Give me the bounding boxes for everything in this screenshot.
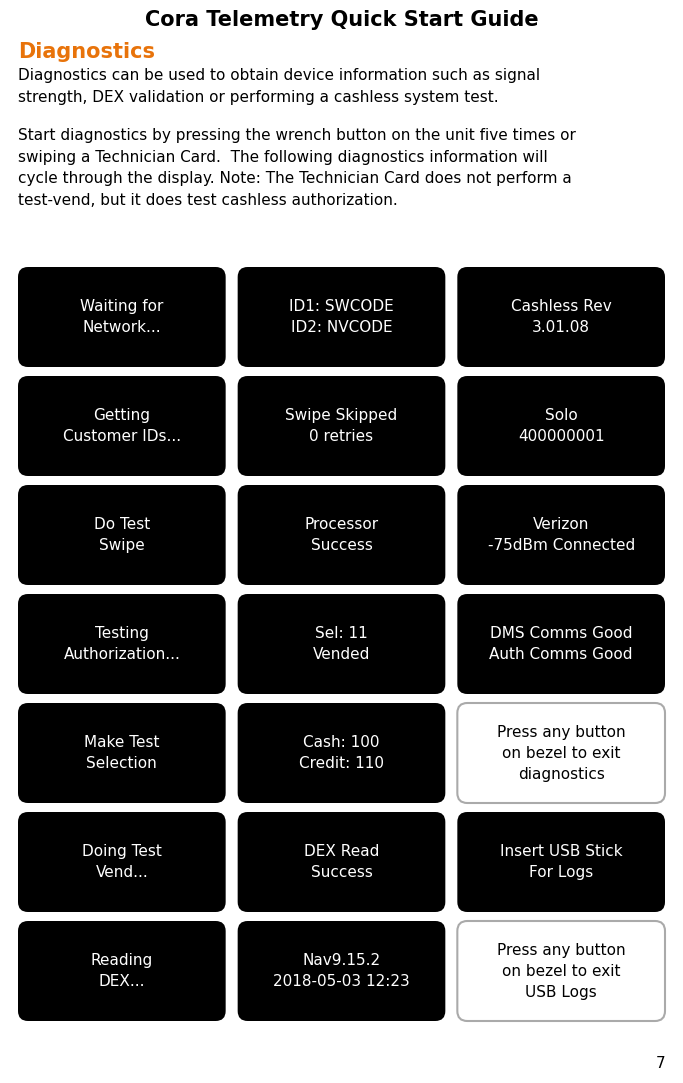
FancyBboxPatch shape [18,593,225,694]
FancyBboxPatch shape [238,485,445,585]
Text: DEX Read
Success: DEX Read Success [304,844,379,880]
Text: Reading
DEX...: Reading DEX... [91,953,153,989]
FancyBboxPatch shape [458,921,665,1021]
FancyBboxPatch shape [458,703,665,803]
Text: Swipe Skipped
0 retries: Swipe Skipped 0 retries [285,408,398,444]
Text: Testing
Authorization...: Testing Authorization... [64,626,180,662]
FancyBboxPatch shape [458,593,665,694]
Text: Processor
Success: Processor Success [305,517,378,553]
FancyBboxPatch shape [18,268,225,367]
FancyBboxPatch shape [238,593,445,694]
Text: 7: 7 [656,1056,665,1071]
FancyBboxPatch shape [238,812,445,912]
Text: Doing Test
Vend...: Doing Test Vend... [82,844,162,880]
Text: Nav9.15.2
2018-05-03 12:23: Nav9.15.2 2018-05-03 12:23 [273,953,410,989]
Text: Cash: 100
Credit: 110: Cash: 100 Credit: 110 [299,735,384,771]
Text: Solo
400000001: Solo 400000001 [518,408,604,444]
FancyBboxPatch shape [18,812,225,912]
FancyBboxPatch shape [238,703,445,803]
FancyBboxPatch shape [18,485,225,585]
Text: Cashless Rev
3.01.08: Cashless Rev 3.01.08 [511,299,611,335]
FancyBboxPatch shape [458,268,665,367]
Text: Waiting for
Network...: Waiting for Network... [80,299,163,335]
Text: ID1: SWCODE
ID2: NVCODE: ID1: SWCODE ID2: NVCODE [289,299,394,335]
Text: DMS Comms Good
Auth Comms Good: DMS Comms Good Auth Comms Good [490,626,633,662]
FancyBboxPatch shape [18,376,225,477]
Text: Insert USB Stick
For Logs: Insert USB Stick For Logs [500,844,622,880]
Text: Diagnostics: Diagnostics [18,42,155,62]
Text: Getting
Customer IDs...: Getting Customer IDs... [63,408,181,444]
FancyBboxPatch shape [238,376,445,477]
FancyBboxPatch shape [458,812,665,912]
FancyBboxPatch shape [18,921,225,1021]
FancyBboxPatch shape [238,268,445,367]
FancyBboxPatch shape [458,376,665,477]
Text: Sel: 11
Vended: Sel: 11 Vended [313,626,370,662]
Text: Do Test
Swipe: Do Test Swipe [94,517,150,553]
Text: Make Test
Selection: Make Test Selection [84,735,160,771]
Text: Cora Telemetry Quick Start Guide: Cora Telemetry Quick Start Guide [145,10,538,30]
Text: Verizon
-75dBm Connected: Verizon -75dBm Connected [488,517,635,553]
FancyBboxPatch shape [18,703,225,803]
Text: Press any button
on bezel to exit
diagnostics: Press any button on bezel to exit diagno… [497,725,626,782]
Text: Press any button
on bezel to exit
USB Logs: Press any button on bezel to exit USB Lo… [497,942,626,1000]
Text: Start diagnostics by pressing the wrench button on the unit five times or
swipin: Start diagnostics by pressing the wrench… [18,128,576,208]
FancyBboxPatch shape [458,485,665,585]
FancyBboxPatch shape [238,921,445,1021]
Text: Diagnostics can be used to obtain device information such as signal
strength, DE: Diagnostics can be used to obtain device… [18,68,540,105]
